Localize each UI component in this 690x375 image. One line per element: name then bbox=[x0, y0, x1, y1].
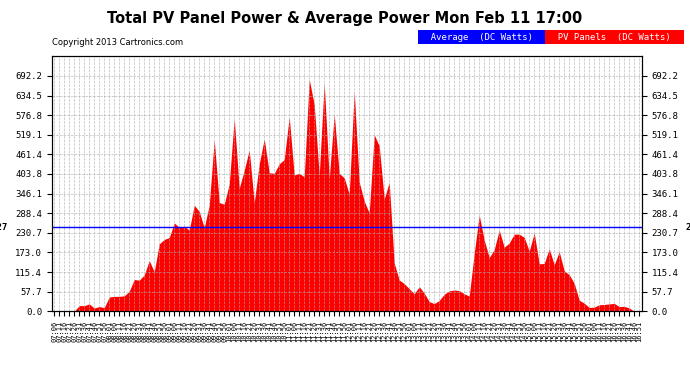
Text: 247.27: 247.27 bbox=[686, 223, 690, 232]
Text: Total PV Panel Power & Average Power Mon Feb 11 17:00: Total PV Panel Power & Average Power Mon… bbox=[108, 11, 582, 26]
Text: 247.27: 247.27 bbox=[0, 223, 8, 232]
Text: Average  (DC Watts): Average (DC Watts) bbox=[420, 33, 544, 42]
Text: PV Panels  (DC Watts): PV Panels (DC Watts) bbox=[547, 33, 682, 42]
Text: Copyright 2013 Cartronics.com: Copyright 2013 Cartronics.com bbox=[52, 38, 183, 47]
